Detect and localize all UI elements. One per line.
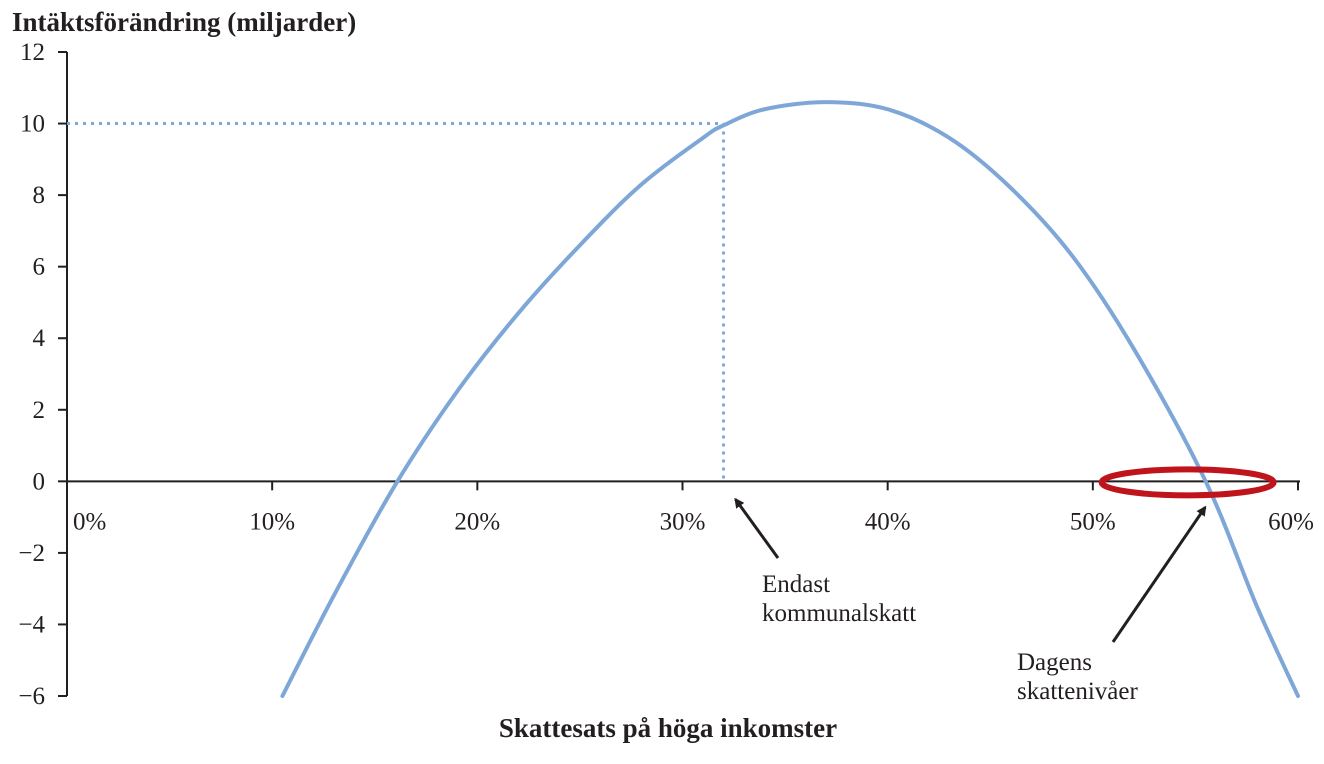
- y-tick-label: −4: [18, 611, 45, 638]
- x-tick-label: 60%: [1268, 508, 1314, 535]
- x-tick-label: 30%: [660, 508, 706, 535]
- y-tick-label: 10: [20, 111, 45, 138]
- y-tick-label: 6: [33, 254, 46, 281]
- annotation-text: skattenivåer: [1017, 678, 1138, 705]
- y-tick-label: −2: [18, 540, 45, 567]
- y-ticks: 12 10 8 6 4 2 0 −2 −4 −6: [18, 39, 67, 710]
- y-tick-label: 2: [33, 397, 46, 424]
- revenue-curve: [280, 100, 1300, 698]
- y-tick-label: −6: [18, 683, 45, 710]
- annotation-text: Endast: [762, 571, 830, 598]
- y-tick-label: 0: [33, 468, 46, 495]
- annotation-arrow: [1111, 505, 1207, 643]
- y-tick-label: 8: [33, 182, 46, 209]
- annotation-text: kommunalskatt: [762, 600, 916, 627]
- annotation-arrow: [734, 497, 780, 559]
- current-level-highlight: [1098, 466, 1277, 499]
- x-tick-label: 20%: [454, 508, 500, 535]
- x-ticks: 0% 10% 20% 30% 40% 50% 60%: [73, 481, 1314, 535]
- y-tick-label: 4: [33, 325, 46, 352]
- reference-lines: [67, 122, 726, 482]
- x-tick-label: 0%: [73, 508, 106, 535]
- x-tick-label: 50%: [1070, 508, 1116, 535]
- x-tick-label: 10%: [249, 508, 295, 535]
- y-tick-label: 12: [20, 39, 45, 66]
- x-axis-title: Skattesats på höga inkomster: [499, 713, 837, 743]
- annotation-text: Dagens: [1017, 649, 1092, 676]
- x-tick-label: 40%: [865, 508, 911, 535]
- y-axis-title: Intäktsförändring (miljarder): [12, 7, 356, 37]
